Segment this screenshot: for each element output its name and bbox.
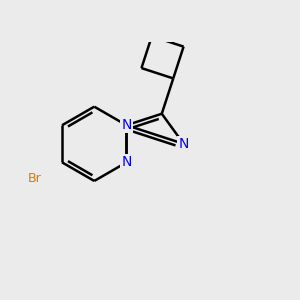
- Text: N: N: [121, 118, 132, 132]
- Text: Br: Br: [28, 172, 42, 185]
- Text: N: N: [178, 137, 189, 151]
- Text: N: N: [121, 155, 132, 170]
